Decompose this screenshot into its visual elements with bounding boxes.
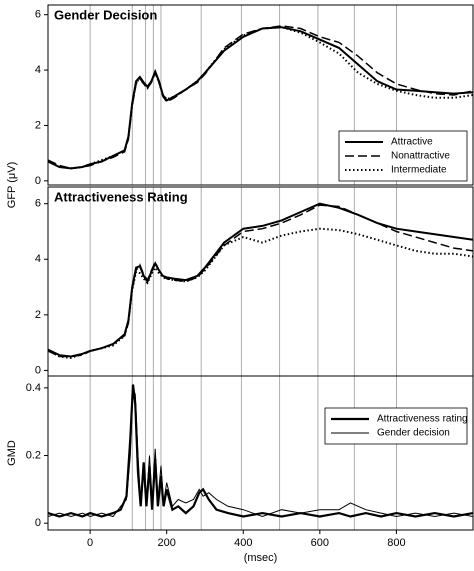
y-tick-label: 0.2 (26, 449, 41, 461)
y-tick-label: 6 (35, 198, 41, 210)
y-tick-label: 0 (35, 364, 41, 376)
x-tick-label: 800 (387, 537, 405, 549)
y-tick-label: 2 (35, 309, 41, 321)
y-tick-label: 0.4 (26, 382, 41, 394)
x-axis-label: (msec) (244, 552, 278, 564)
legend-label: Attractiveness rating (377, 414, 468, 425)
y-axis-label: GFP (μV) (6, 162, 18, 208)
plot-frame (47, 375, 474, 531)
x-tick-label: 0 (87, 537, 93, 549)
legend-label: Intermediate (391, 165, 447, 176)
y-tick-label: 6 (35, 9, 41, 21)
legend-box (324, 407, 468, 445)
series-line (47, 25, 474, 170)
y-axis-label: GMD (6, 440, 18, 466)
x-tick-label: 400 (234, 537, 252, 549)
panel-title: Attractiveness Rating (54, 189, 188, 204)
legend-label: Gender decision (377, 428, 450, 439)
x-tick-label: 200 (158, 537, 176, 549)
series-line (47, 384, 474, 518)
y-tick-label: 2 (35, 119, 41, 131)
series-line (47, 26, 474, 170)
y-tick-label: 4 (35, 64, 41, 76)
y-tick-label: 0 (35, 175, 41, 187)
legend-label: Nonattractive (391, 151, 450, 162)
plot-frame (47, 186, 474, 377)
panel-title: Gender Decision (54, 7, 157, 22)
series-line (47, 202, 474, 358)
y-tick-label: 4 (35, 253, 41, 265)
plot-frame (47, 4, 474, 186)
series-line (47, 387, 474, 518)
series-line (47, 227, 474, 359)
legend-label: Attractive (391, 137, 433, 148)
y-tick-label: 0 (35, 517, 41, 529)
series-line (47, 204, 474, 358)
x-tick-label: 600 (311, 537, 329, 549)
